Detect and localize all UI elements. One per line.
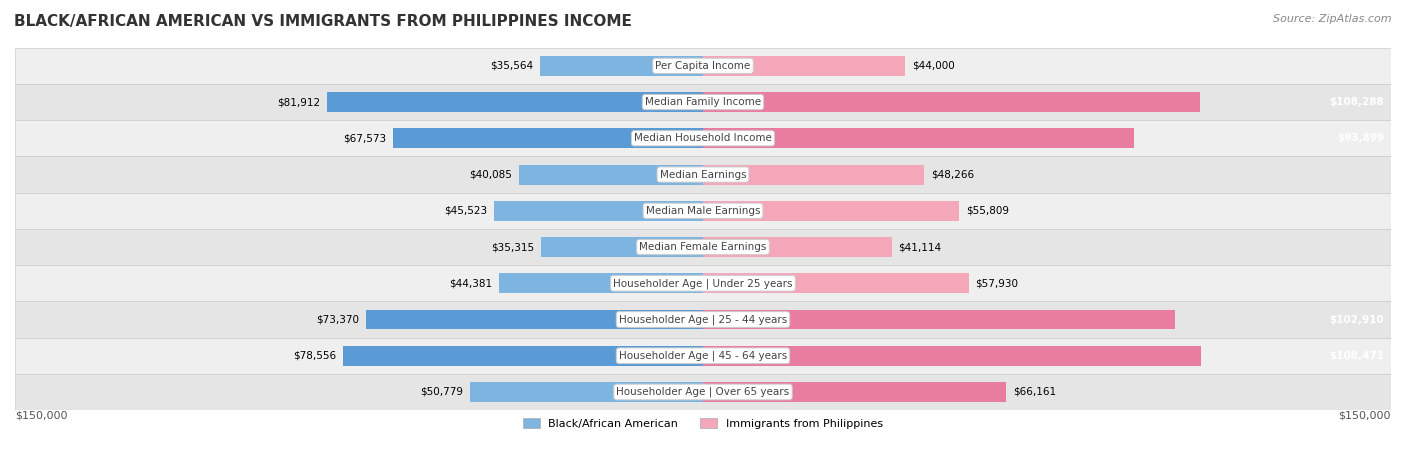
FancyBboxPatch shape xyxy=(15,84,1391,120)
Bar xyxy=(470,382,703,402)
Text: $93,899: $93,899 xyxy=(1337,133,1384,143)
Text: $57,930: $57,930 xyxy=(976,278,1018,288)
Text: Median Female Earnings: Median Female Earnings xyxy=(640,242,766,252)
Text: $81,912: $81,912 xyxy=(277,97,321,107)
Bar xyxy=(703,382,1007,402)
Text: $102,910: $102,910 xyxy=(1330,314,1384,325)
Bar xyxy=(494,201,703,221)
FancyBboxPatch shape xyxy=(15,193,1391,229)
Text: $45,523: $45,523 xyxy=(444,206,488,216)
Text: $35,564: $35,564 xyxy=(489,61,533,71)
Text: $50,779: $50,779 xyxy=(420,387,463,397)
Text: $108,471: $108,471 xyxy=(1329,351,1384,361)
Text: $73,370: $73,370 xyxy=(316,314,360,325)
Text: $55,809: $55,809 xyxy=(966,206,1010,216)
Bar xyxy=(367,310,703,330)
Text: Householder Age | Under 25 years: Householder Age | Under 25 years xyxy=(613,278,793,289)
Bar xyxy=(703,56,905,76)
Bar xyxy=(519,164,703,184)
FancyBboxPatch shape xyxy=(15,48,1391,84)
Text: Householder Age | 45 - 64 years: Householder Age | 45 - 64 years xyxy=(619,351,787,361)
Text: Householder Age | Over 65 years: Householder Age | Over 65 years xyxy=(616,387,790,397)
Text: $108,288: $108,288 xyxy=(1329,97,1384,107)
FancyBboxPatch shape xyxy=(15,229,1391,265)
Text: $44,381: $44,381 xyxy=(450,278,492,288)
Bar xyxy=(541,237,703,257)
Legend: Black/African American, Immigrants from Philippines: Black/African American, Immigrants from … xyxy=(519,414,887,433)
Text: $150,000: $150,000 xyxy=(15,410,67,420)
Text: $67,573: $67,573 xyxy=(343,133,387,143)
Bar xyxy=(703,128,1133,148)
Bar xyxy=(499,273,703,293)
Bar xyxy=(703,273,969,293)
Bar xyxy=(703,201,959,221)
Text: $35,315: $35,315 xyxy=(491,242,534,252)
Text: Median Family Income: Median Family Income xyxy=(645,97,761,107)
Text: $66,161: $66,161 xyxy=(1014,387,1056,397)
Text: Median Male Earnings: Median Male Earnings xyxy=(645,206,761,216)
Text: Source: ZipAtlas.com: Source: ZipAtlas.com xyxy=(1274,14,1392,24)
Bar xyxy=(703,164,924,184)
Text: $48,266: $48,266 xyxy=(931,170,974,179)
Text: Median Household Income: Median Household Income xyxy=(634,133,772,143)
FancyBboxPatch shape xyxy=(15,120,1391,156)
Bar xyxy=(540,56,703,76)
Bar xyxy=(703,346,1201,366)
Text: $150,000: $150,000 xyxy=(1339,410,1391,420)
Text: $40,085: $40,085 xyxy=(470,170,512,179)
Bar xyxy=(328,92,703,112)
Bar xyxy=(703,310,1175,330)
Bar xyxy=(394,128,703,148)
Text: Median Earnings: Median Earnings xyxy=(659,170,747,179)
Text: Per Capita Income: Per Capita Income xyxy=(655,61,751,71)
Text: Householder Age | 25 - 44 years: Householder Age | 25 - 44 years xyxy=(619,314,787,325)
Text: BLACK/AFRICAN AMERICAN VS IMMIGRANTS FROM PHILIPPINES INCOME: BLACK/AFRICAN AMERICAN VS IMMIGRANTS FRO… xyxy=(14,14,631,29)
FancyBboxPatch shape xyxy=(15,338,1391,374)
Text: $78,556: $78,556 xyxy=(292,351,336,361)
Bar xyxy=(703,92,1199,112)
Text: $41,114: $41,114 xyxy=(898,242,942,252)
Bar xyxy=(703,237,891,257)
FancyBboxPatch shape xyxy=(15,374,1391,410)
FancyBboxPatch shape xyxy=(15,301,1391,338)
FancyBboxPatch shape xyxy=(15,156,1391,193)
FancyBboxPatch shape xyxy=(15,265,1391,301)
Bar xyxy=(343,346,703,366)
Text: $44,000: $44,000 xyxy=(911,61,955,71)
